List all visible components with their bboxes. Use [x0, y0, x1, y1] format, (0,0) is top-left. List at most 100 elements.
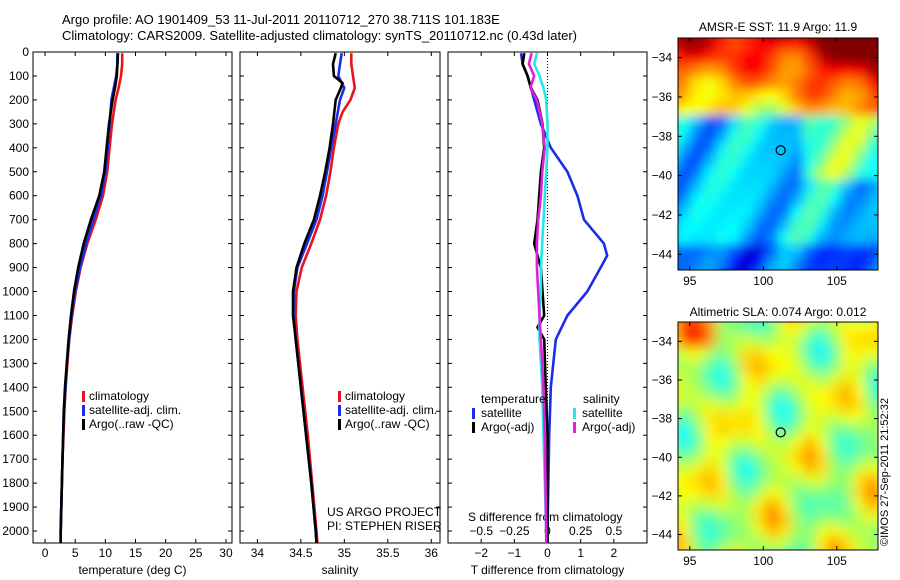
y-tick-label: 1600	[2, 428, 29, 442]
figure-title-line2: Climatology: CARS2009. Satellite-adjuste…	[62, 28, 577, 43]
lat-tick-label: −36	[652, 373, 673, 387]
legend-label: satellite-adj. clim.	[345, 403, 437, 417]
legend-swatch	[472, 422, 475, 433]
x-tick-label: 25	[189, 546, 203, 560]
x-tick-label: 0	[42, 546, 49, 560]
x-tick-label: 20	[159, 546, 173, 560]
legend-swatch	[82, 405, 85, 416]
profile-panel-2: 34 34.5 35 35.5 36 salinity climatologysatelli…	[239, 51, 442, 577]
y-tick-label: 400	[9, 141, 29, 155]
legend-label: satellite	[582, 406, 623, 420]
legend-label: satellite	[481, 406, 522, 420]
legend-label: Argo(..raw -QC)	[345, 417, 430, 431]
lat-tick-label: −44	[652, 247, 673, 261]
x-tick-label: 34	[251, 546, 265, 560]
legend-swatch	[573, 422, 576, 433]
legend-swatch	[82, 391, 85, 402]
lat-tick-label: −40	[652, 169, 673, 183]
profile-panel-1: 0100200300400500600700800900100011001200…	[2, 45, 233, 577]
x-tick-label: 5	[72, 546, 79, 560]
legend-swatch	[338, 405, 341, 416]
lat-tick-label: −42	[652, 208, 673, 222]
lon-tick-label: 100	[753, 274, 773, 288]
sst-map: −34 −36 −38 −40 −42 −44 95 100 105 AMSR-E SST: 11…	[652, 20, 879, 288]
y-tick-label: 800	[9, 237, 29, 251]
series-line-black	[59, 53, 120, 543]
y-tick-label: 500	[9, 165, 29, 179]
lat-tick-label: −34	[652, 334, 673, 348]
x-axis-label: temperature (deg C)	[78, 563, 186, 577]
legend-title: salinity	[583, 392, 620, 406]
lon-tick-label: 105	[827, 554, 847, 568]
legend-swatch	[338, 391, 341, 402]
x-axis-label: T difference from climatology	[471, 563, 625, 577]
project-annotation: PI: STEPHEN RISER	[327, 519, 442, 533]
x-tick-label: 35.5	[376, 546, 400, 560]
project-annotation: US ARGO PROJECT	[327, 505, 442, 519]
x-tick-label: 2	[610, 546, 617, 560]
y-tick-label: 1700	[2, 452, 29, 466]
series-line-red	[294, 53, 357, 544]
map-field	[678, 38, 878, 270]
y-tick-label: 0	[22, 45, 29, 59]
x-axis-label: salinity	[322, 563, 359, 577]
panel-frame	[32, 51, 233, 544]
y-tick-label: 300	[9, 117, 29, 131]
y-tick-label: 2000	[2, 524, 29, 538]
legend-label: Argo(-adj)	[481, 420, 534, 434]
series-line-black	[291, 52, 344, 544]
lon-tick-label: 105	[827, 274, 847, 288]
map-field	[678, 322, 878, 550]
y-tick-label: 1000	[2, 285, 29, 299]
legend-swatch	[338, 419, 341, 430]
imos-stamp: ©IMOS 27-Sep-2011 21:52:32	[879, 398, 891, 546]
legend-label: climatology	[89, 389, 149, 403]
map-title: Altimetric SLA: 0.074 Argo: 0.012	[690, 305, 867, 319]
s-diff-tick-label: 0.5	[605, 524, 622, 538]
profile-panel-3: −2 −1 0 1 2 T difference from climatology −0.5…	[447, 51, 648, 577]
y-tick-label: 200	[9, 93, 29, 107]
y-tick-label: 1800	[2, 476, 29, 490]
y-tick-label: 700	[9, 213, 29, 227]
legend-label: satellite-adj. clim.	[89, 403, 181, 417]
x-tick-label: −1	[507, 546, 521, 560]
sla-map: −34 −36 −38 −40 −42 −44 95 100 105 Altimetric SLA…	[652, 305, 879, 568]
lat-tick-label: −34	[652, 51, 673, 65]
s-diff-tick-label: −0.25	[499, 524, 530, 538]
x-tick-label: 0	[544, 546, 551, 560]
figure-title-line1: Argo profile: AO 1901409_53 11-Jul-2011 …	[62, 12, 500, 27]
lon-tick-label: 100	[753, 554, 773, 568]
y-tick-label: 1300	[2, 356, 29, 370]
lat-tick-label: −36	[652, 90, 673, 104]
legend-title: temperature	[481, 392, 546, 406]
lat-tick-label: −42	[652, 489, 673, 503]
x-tick-label: 35	[338, 546, 352, 560]
legend-swatch	[573, 408, 576, 419]
map-frame	[677, 37, 879, 271]
legend-swatch	[472, 408, 475, 419]
x-tick-label: 1	[577, 546, 584, 560]
y-tick-label: 1100	[3, 308, 29, 322]
y-tick-label: 100	[9, 69, 29, 83]
x-tick-label: 30	[219, 546, 233, 560]
lat-tick-label: −38	[652, 129, 673, 143]
x-tick-label: 34.5	[289, 546, 313, 560]
x-tick-label: −2	[474, 546, 488, 560]
map-title: AMSR-E SST: 11.9 Argo: 11.9	[699, 20, 858, 34]
x-tick-label: 10	[99, 546, 113, 560]
panel-frame	[239, 51, 441, 544]
legend-label: climatology	[345, 389, 405, 403]
lon-tick-label: 95	[683, 554, 697, 568]
series-line-magenta	[527, 52, 548, 543]
legend-label: Argo(..raw -QC)	[89, 417, 174, 431]
y-tick-label: 1200	[2, 332, 29, 346]
y-tick-label: 1900	[2, 500, 29, 514]
legend-swatch	[82, 419, 85, 430]
s-diff-tick-label: 0.25	[569, 524, 593, 538]
lat-tick-label: −44	[652, 528, 673, 542]
argo-position-marker	[775, 145, 786, 156]
argo-position-marker	[775, 427, 786, 438]
lat-tick-label: −40	[652, 450, 673, 464]
x-tick-label: 15	[129, 546, 143, 560]
